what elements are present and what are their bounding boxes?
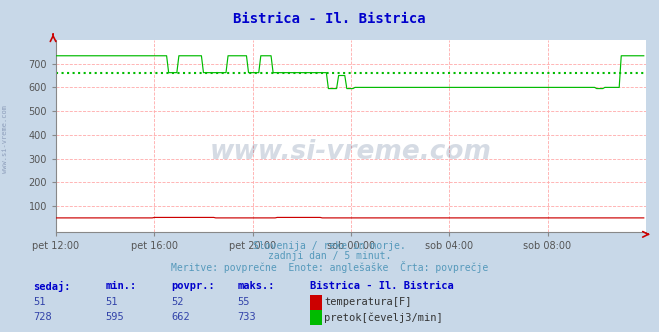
Text: 595: 595 [105,312,124,322]
Text: 662: 662 [171,312,190,322]
Text: www.si-vreme.com: www.si-vreme.com [210,138,492,165]
Text: 55: 55 [237,297,250,307]
Text: temperatura[F]: temperatura[F] [324,297,412,307]
Text: maks.:: maks.: [237,281,275,290]
Text: 51: 51 [33,297,45,307]
Text: 733: 733 [237,312,256,322]
Text: www.si-vreme.com: www.si-vreme.com [2,106,9,173]
Text: 51: 51 [105,297,118,307]
Text: 728: 728 [33,312,51,322]
Text: povpr.:: povpr.: [171,281,215,290]
Text: 52: 52 [171,297,184,307]
Text: Bistrica - Il. Bistrica: Bistrica - Il. Bistrica [310,281,453,290]
Text: min.:: min.: [105,281,136,290]
Text: Bistrica - Il. Bistrica: Bistrica - Il. Bistrica [233,12,426,26]
Text: Slovenija / reke in morje.: Slovenija / reke in morje. [253,241,406,251]
Text: pretok[čevelj3/min]: pretok[čevelj3/min] [324,312,443,323]
Text: zadnji dan / 5 minut.: zadnji dan / 5 minut. [268,251,391,261]
Text: sedaj:: sedaj: [33,281,71,291]
Text: Meritve: povprečne  Enote: anglešaške  Črta: povprečje: Meritve: povprečne Enote: anglešaške Črt… [171,261,488,273]
